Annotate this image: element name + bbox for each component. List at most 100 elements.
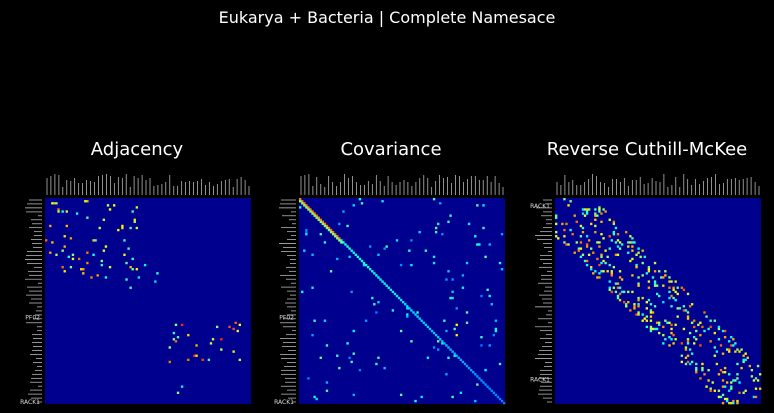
heatmap-cell — [686, 360, 690, 364]
heatmap-cell — [684, 362, 688, 366]
heatmap-cell — [305, 228, 308, 232]
heatmap-cell — [590, 222, 593, 226]
heatmap-cell — [618, 286, 622, 289]
heatmap-cell — [653, 284, 657, 287]
heatmap-cell — [620, 278, 624, 281]
heatmap-cell — [713, 389, 716, 392]
heatmap-cell — [699, 321, 702, 324]
heatmap-cell — [168, 360, 171, 364]
heatmap-cell — [490, 389, 493, 392]
heatmap-cell — [338, 222, 341, 226]
heatmap-cell — [45, 239, 48, 242]
heatmap-cell — [496, 395, 500, 399]
heatmap-cell — [377, 276, 380, 279]
heatmap-cell — [441, 340, 444, 343]
heatmap-cell — [565, 243, 568, 246]
heatmap-cell — [86, 261, 89, 265]
heatmap-cell — [416, 311, 419, 314]
heatmap-cell — [69, 265, 73, 269]
heatmap-cell — [738, 381, 741, 384]
heatmap-cell — [713, 346, 716, 349]
heatmap-cell — [620, 243, 624, 246]
heatmap-cell — [375, 311, 378, 314]
heatmap-cell — [75, 212, 79, 215]
heatmap-cell — [299, 200, 302, 203]
heatmap-cell — [555, 235, 558, 238]
heatmap-cell — [641, 296, 644, 300]
heatmap-cell — [602, 259, 605, 263]
heatmap-cell — [682, 305, 686, 308]
heatmap-cell — [301, 200, 304, 203]
heatmap-cell — [742, 360, 745, 364]
heatmap-cell — [682, 327, 686, 331]
heatmap-cell — [612, 230, 616, 234]
heatmap-cell — [688, 362, 692, 366]
heatmap-cell — [385, 284, 388, 287]
heatmap-cell — [688, 348, 692, 351]
heatmap-cell — [756, 379, 760, 382]
heatmap-cell — [717, 389, 721, 392]
heatmap-cell — [305, 206, 308, 209]
heatmap-cell — [664, 338, 667, 341]
heatmap-cell — [725, 399, 729, 403]
heatmap-cell — [744, 358, 747, 362]
heatmap-cell — [721, 385, 725, 388]
heatmap-cell — [631, 241, 634, 244]
heatmap-cell — [622, 301, 626, 304]
heatmap-cell — [299, 198, 302, 201]
heatmap-cell — [635, 265, 638, 269]
heatmap-cell — [598, 241, 601, 244]
heatmap-cell — [410, 239, 413, 242]
heatmap-cell — [637, 305, 640, 308]
heatmap-cell — [121, 224, 124, 228]
heatmap-cell — [311, 210, 314, 213]
heatmap-cell — [596, 241, 599, 244]
heatmap-cell — [728, 401, 731, 405]
heatmap-cell — [668, 286, 671, 289]
heatmap-cell — [555, 230, 558, 234]
heatmap-cell — [325, 224, 329, 228]
heatmap-cell — [406, 307, 409, 310]
heatmap-cell — [703, 311, 706, 314]
heatmap-cell — [674, 280, 677, 283]
heatmap-cell — [123, 253, 126, 256]
heatmap-cell — [344, 243, 347, 246]
heatmap-cell — [307, 377, 310, 380]
heatmap-cell — [686, 354, 690, 357]
y-tick-label: RACK1 — [530, 203, 550, 210]
heatmap-cell — [317, 218, 320, 221]
heatmap-cell — [369, 245, 372, 248]
heatmap-cell — [668, 321, 671, 324]
heatmap-cell — [581, 230, 585, 234]
heatmap-cell — [594, 214, 597, 217]
heatmap-cell — [641, 319, 644, 322]
heatmap-cell — [329, 228, 333, 232]
y-tick-label: RACK1 — [530, 376, 550, 383]
heatmap-cell — [172, 338, 176, 341]
heatmap-cell — [736, 348, 739, 351]
heatmap-cell — [637, 313, 640, 316]
heatmap-cell — [414, 313, 417, 316]
heatmap-cell — [614, 282, 618, 285]
heatmap-cell — [653, 261, 657, 265]
heatmap-cell — [432, 261, 436, 265]
heatmap-cell — [728, 389, 731, 392]
heatmap-cell — [377, 253, 380, 256]
heatmap-cell — [102, 249, 106, 252]
heatmap-cell — [430, 329, 434, 333]
heatmap-cell — [104, 245, 108, 248]
heatmap-cell — [717, 373, 721, 376]
heatmap-cell — [557, 237, 560, 240]
heatmap-cell — [391, 309, 395, 312]
heatmap-cell — [709, 387, 712, 390]
heatmap-cell — [459, 391, 463, 394]
heatmap-cell — [360, 202, 364, 205]
heatmap-cell — [55, 253, 58, 256]
heatmap-cell — [168, 346, 171, 349]
heatmap-cell — [348, 247, 351, 250]
heatmap-cell — [451, 395, 454, 399]
heatmap-cell — [125, 278, 128, 281]
heatmap-cell — [478, 243, 481, 246]
heatmap-cell — [610, 290, 613, 294]
heatmap-cell — [220, 348, 223, 351]
